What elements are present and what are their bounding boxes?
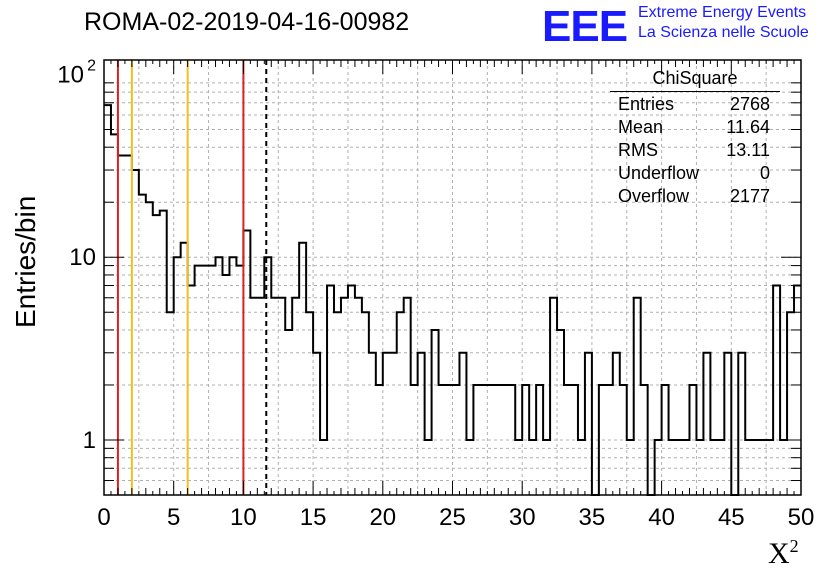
stats-row: Mean 11.64 (610, 117, 780, 140)
stats-rows: Entries 2768 Mean 11.64 RMS 13.11 Underflow 0 Ov… (610, 94, 780, 209)
logo-line-1: Extreme Energy Events (638, 4, 807, 21)
stats-row-value: 2177 (729, 186, 770, 206)
x-tick-label: 50 (788, 504, 815, 531)
x-tick-label: 30 (509, 504, 536, 531)
stats-row: Underflow 0 (610, 163, 780, 186)
stats-row-value: 11.64 (726, 117, 770, 137)
x-tick-label: 0 (97, 504, 110, 531)
x-tick-label: 45 (718, 504, 745, 531)
stats-row-label: Underflow (618, 163, 700, 183)
x-tick-label: 15 (300, 504, 327, 531)
x-axis-label-text: X (768, 537, 790, 570)
x-tick-label: 5 (167, 504, 180, 531)
stats-row-label: Mean (618, 117, 664, 137)
stats-row: RMS 13.11 (610, 140, 780, 163)
stats-row-value: 0 (759, 163, 770, 183)
stats-box: ChiSquare Entries 2768 Mean 11.64 RMS 13.11 Un… (610, 68, 780, 209)
stats-row: Entries 2768 (610, 94, 780, 117)
stats-row: Overflow 2177 (610, 186, 780, 209)
stats-row-label: Overflow (618, 186, 690, 206)
stats-row-label: RMS (618, 140, 658, 160)
y-tick-label: 1 (83, 427, 96, 454)
x-axis-label: X2 (768, 536, 799, 571)
y-tick-label-exponent: 2 (87, 57, 96, 74)
y-tick-label: 10 (57, 61, 84, 88)
stats-row-value: 2768 (729, 94, 770, 114)
logo-line-2: La Scienza nelle Scuole (638, 24, 809, 41)
y-axis-label: Entries/bin (10, 195, 41, 328)
eee-logo: EEE (542, 2, 628, 51)
x-tick-label: 10 (230, 504, 257, 531)
x-tick-label: 25 (439, 504, 466, 531)
x-axis-label-superscript: 2 (789, 536, 799, 556)
y-tick-label: 10 (69, 244, 96, 271)
stats-title: ChiSquare (610, 68, 780, 92)
x-tick-label: 20 (369, 504, 396, 531)
x-tick-label: 40 (648, 504, 675, 531)
stats-row-value: 13.11 (726, 140, 770, 160)
x-tick-label: 35 (579, 504, 606, 531)
stats-row-label: Entries (618, 94, 675, 114)
chart-title: ROMA-02-2019-04-16-00982 (84, 8, 410, 36)
histogram-line (104, 104, 801, 496)
